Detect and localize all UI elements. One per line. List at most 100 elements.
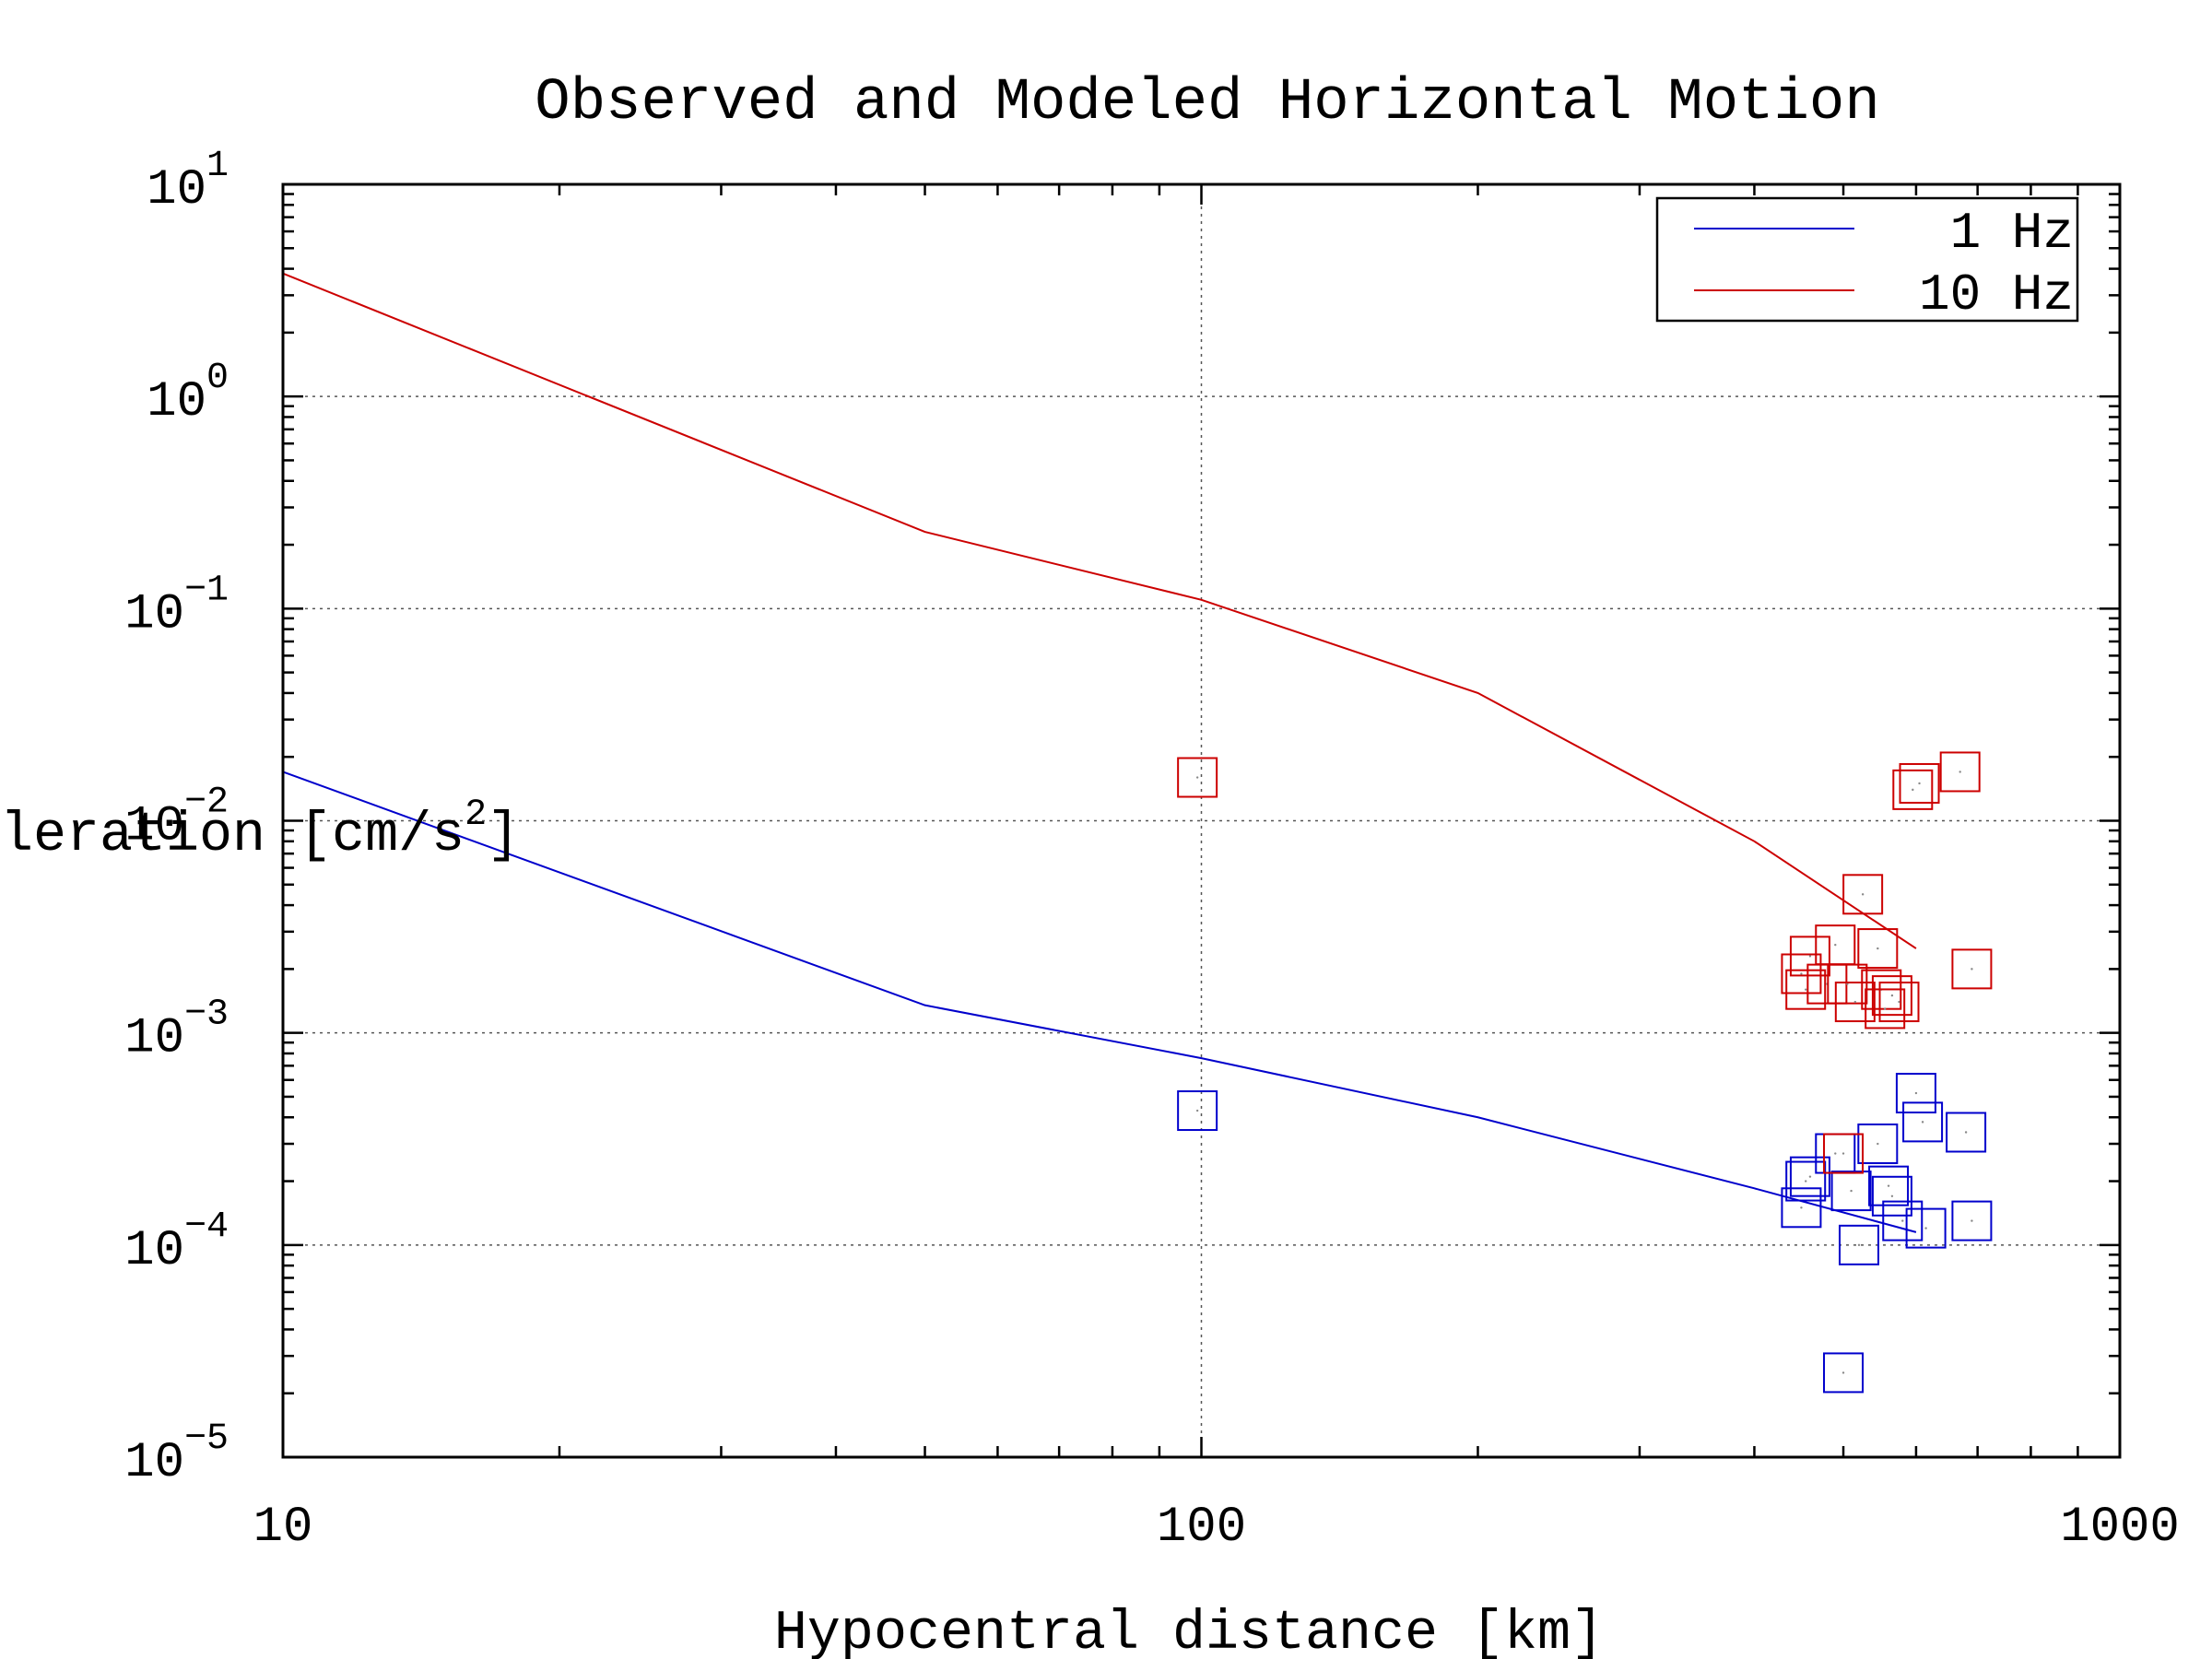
observed-point-dot-1hz bbox=[1800, 1206, 1803, 1209]
observed-point-10hz bbox=[1823, 1133, 1865, 1174]
y-tick-label: 10−4 bbox=[124, 1206, 229, 1279]
observed-point-10hz bbox=[1842, 874, 1884, 915]
observed-point-dot-1hz bbox=[1195, 1109, 1199, 1112]
observed-point-1hz bbox=[1951, 1200, 1993, 1241]
observed-point-dot-1hz bbox=[1805, 1180, 1807, 1182]
observed-point-dot-10hz bbox=[1834, 943, 1837, 947]
observed-point-dot-1hz bbox=[1834, 1152, 1837, 1155]
observed-point-1hz bbox=[1781, 1187, 1822, 1229]
observed-point-10hz bbox=[1899, 762, 1940, 804]
observed-point-dot-1hz bbox=[1914, 1091, 1918, 1095]
observed-point-10hz bbox=[1785, 969, 1827, 1010]
observed-point-dot-1hz bbox=[1964, 1131, 1968, 1134]
observed-point-10hz bbox=[1878, 982, 1920, 1023]
y-tick-label-exp: 1 bbox=[206, 146, 229, 187]
y-tick-label-exp: −1 bbox=[184, 570, 229, 611]
observed-point-dot-10hz bbox=[1971, 968, 1973, 971]
y-tick-label-base: 10 bbox=[147, 374, 206, 430]
observed-point-1hz bbox=[1177, 1090, 1218, 1132]
ticks bbox=[281, 182, 2122, 1459]
observed-point-dot-1hz bbox=[1921, 1121, 1924, 1124]
observed-point-dot-10hz bbox=[1918, 782, 1921, 785]
observed-point-1hz bbox=[1785, 1160, 1827, 1202]
observed-point-10hz bbox=[1781, 953, 1822, 994]
observed-point-dot-10hz bbox=[1883, 1007, 1887, 1010]
observed-point-10hz bbox=[1827, 963, 1868, 1005]
legend-label-10hz: 10 Hz bbox=[1919, 265, 2074, 324]
observed-point-1hz bbox=[1868, 1165, 1910, 1206]
observed-point-10hz bbox=[1939, 751, 1981, 793]
observed-point-10hz bbox=[1789, 935, 1830, 977]
observed-point-dot-1hz bbox=[1890, 1194, 1894, 1197]
observed-point-dot-10hz bbox=[1808, 955, 1812, 958]
y-tick-label-exp: −2 bbox=[184, 782, 229, 824]
observed-point-10hz bbox=[1857, 928, 1899, 970]
observed-point-10hz bbox=[1892, 769, 1934, 810]
y-tick-label-base: 10 bbox=[124, 586, 184, 642]
y-tick-label: 10−5 bbox=[124, 1418, 229, 1491]
series-layer bbox=[282, 272, 1993, 1394]
chart-title: Observed and Modeled Horizontal Motion bbox=[535, 70, 1879, 136]
legend-box bbox=[1655, 196, 2079, 323]
y-axis-label-sup: 2 bbox=[465, 794, 487, 836]
y-axis-label-main: leration [cm/s bbox=[0, 805, 465, 867]
y-tick-label-base: 10 bbox=[124, 799, 184, 855]
observed-point-10hz bbox=[1834, 982, 1876, 1023]
observed-point-1hz bbox=[1871, 1175, 1912, 1217]
y-tick-label-exp: −5 bbox=[184, 1418, 229, 1460]
observed-point-dot-1hz bbox=[1887, 1184, 1890, 1187]
observed-point-1hz bbox=[1895, 1073, 1936, 1114]
observed-point-dot-1hz bbox=[1841, 1371, 1845, 1374]
observed-point-dot-10hz bbox=[1890, 994, 1894, 997]
observed-point-1hz bbox=[1838, 1224, 1879, 1265]
y-tick-label: 10−1 bbox=[124, 570, 229, 642]
x-tick-label: 100 bbox=[1157, 1500, 1246, 1556]
observed-point-10hz bbox=[1951, 948, 1993, 990]
y-tick-label: 101 bbox=[147, 146, 229, 218]
observed-point-dot-10hz bbox=[1853, 1000, 1857, 1004]
observed-point-1hz bbox=[1823, 1352, 1865, 1394]
model-line-10hz bbox=[282, 272, 1917, 949]
observed-point-dot-10hz bbox=[1959, 771, 1961, 773]
observed-point-1hz bbox=[1789, 1156, 1830, 1197]
observed-point-dot-10hz bbox=[1841, 1152, 1845, 1155]
y-tick-label-base: 10 bbox=[147, 162, 206, 218]
observed-point-dot-10hz bbox=[1912, 788, 1914, 792]
y-tick-label-base: 10 bbox=[124, 1223, 184, 1279]
observed-point-1hz bbox=[1902, 1101, 1944, 1143]
observed-point-1hz bbox=[1946, 1112, 1987, 1153]
y-tick-label-exp: 0 bbox=[206, 358, 229, 399]
observed-point-dot-10hz bbox=[1195, 776, 1199, 779]
observed-point-1hz bbox=[1857, 1124, 1899, 1165]
observed-point-dot-10hz bbox=[1800, 972, 1803, 975]
y-tick-label-base: 10 bbox=[124, 1435, 184, 1491]
observed-point-10hz bbox=[1177, 757, 1218, 798]
observed-point-dot-10hz bbox=[1898, 1000, 1900, 1004]
legend-label-1hz: 1 Hz bbox=[1950, 204, 2074, 263]
observed-point-10hz bbox=[1865, 988, 1906, 1030]
y-tick-label-base: 10 bbox=[124, 1011, 184, 1067]
observed-point-dot-1hz bbox=[1877, 1142, 1879, 1146]
observed-point-1hz bbox=[1830, 1171, 1872, 1212]
observed-point-dot-10hz bbox=[1861, 893, 1865, 896]
observed-point-1hz bbox=[1905, 1207, 1947, 1249]
observed-point-dot-1hz bbox=[1901, 1219, 1904, 1222]
observed-point-dot-10hz bbox=[1805, 988, 1807, 991]
observed-point-dot-1hz bbox=[1808, 1175, 1812, 1178]
observed-point-1hz bbox=[1882, 1200, 1924, 1241]
legend: 1 Hz 10 Hz bbox=[1655, 196, 2079, 324]
y-tick-label-exp: −4 bbox=[184, 1206, 229, 1248]
y-axis-label-close: ] bbox=[487, 805, 520, 867]
observed-point-dot-10hz bbox=[1877, 947, 1879, 950]
y-axis-label: leration [cm/s2] bbox=[0, 794, 520, 867]
x-tick-label: 10 bbox=[253, 1500, 313, 1556]
x-axis-label: Hypocentral distance [km] bbox=[774, 1603, 1604, 1659]
y-tick-label: 100 bbox=[147, 358, 229, 430]
x-tick-label: 1000 bbox=[2060, 1500, 2180, 1556]
observed-point-dot-1hz bbox=[1850, 1189, 1853, 1193]
y-tick-label-exp: −3 bbox=[184, 994, 229, 1036]
observed-point-dot-1hz bbox=[1924, 1227, 1927, 1230]
grid bbox=[283, 184, 2120, 1457]
